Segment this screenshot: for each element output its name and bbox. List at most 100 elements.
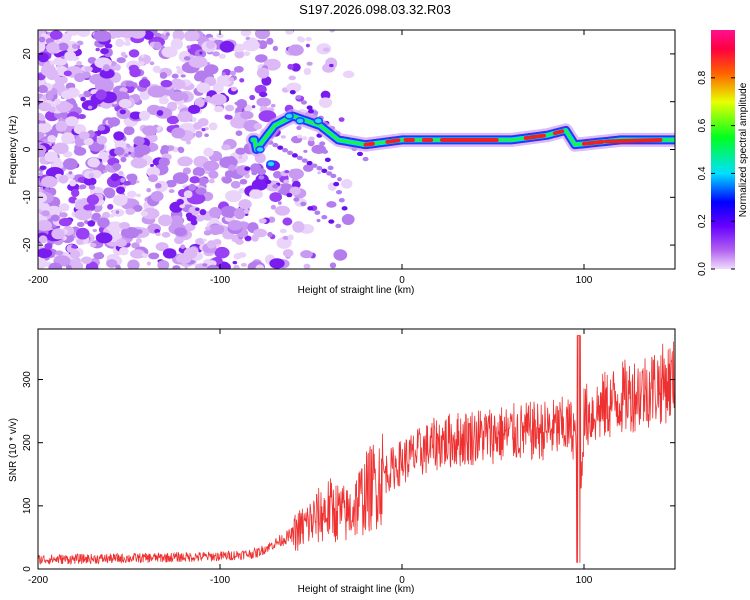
spectral-streak (296, 155, 303, 161)
spectral-blob (46, 205, 62, 216)
spectral-blob (128, 64, 139, 73)
spectral-blob (188, 183, 196, 191)
spectral-blob (47, 135, 57, 143)
ridge-knot (255, 145, 265, 154)
spectral-blob (182, 167, 191, 175)
spectral-streak (300, 201, 307, 207)
spectral-streak (314, 210, 321, 215)
spectral-blob (174, 236, 184, 245)
spectral-blob (238, 188, 245, 194)
spectral-blob (87, 157, 101, 168)
spectral-blob (302, 164, 314, 172)
spectral-blob (266, 37, 274, 45)
spectral-blob (172, 172, 189, 184)
spectral-blob (230, 70, 237, 76)
spectral-blob (71, 244, 78, 249)
spectrogram-xtick-label: 100 (576, 275, 593, 286)
snr-ytick-label: 0 (22, 566, 33, 572)
snr-xlabel: Height of straight line (km) (298, 584, 415, 595)
spectral-blob (194, 207, 200, 212)
spectral-blob (38, 131, 45, 139)
colorbar-tick-label: 0.8 (697, 70, 708, 84)
spectral-blob (194, 97, 205, 108)
colorbar-tick-label: 0.6 (697, 118, 708, 132)
spectral-blob (205, 96, 212, 101)
snr-xtick-label: 100 (576, 575, 593, 586)
spectral-blob (286, 82, 302, 93)
spectral-streak (330, 173, 337, 179)
spectral-blob (150, 163, 155, 168)
spectral-blob (307, 139, 315, 147)
ridge-peak (363, 141, 375, 147)
spectral-blob (80, 96, 86, 102)
spectral-blob (62, 133, 69, 140)
spectral-blob (38, 191, 48, 204)
spectral-blob (83, 137, 94, 146)
spectral-blob (64, 50, 76, 62)
spectral-blob (192, 166, 205, 177)
spectral-blob (218, 53, 226, 59)
spectral-blob (278, 201, 282, 205)
ridge-knot (295, 117, 305, 125)
spectral-blob (171, 127, 186, 139)
spectral-blob (212, 51, 220, 57)
spectral-blob (279, 228, 287, 234)
spectral-blob (255, 54, 268, 63)
spectral-blob (126, 122, 133, 127)
spectral-streak (282, 148, 289, 153)
spectral-blob (239, 78, 245, 83)
spectral-blob (199, 51, 203, 55)
ridge-peak (582, 139, 605, 146)
ridge-peak (603, 137, 663, 144)
spectral-blob (106, 221, 124, 233)
spectral-streak (287, 150, 293, 156)
snr-xtick-label: -200 (28, 575, 48, 586)
spectral-blob (77, 30, 91, 37)
spectral-blob (227, 219, 243, 231)
spectral-blob (93, 30, 112, 42)
spectral-blob (84, 66, 93, 72)
spectral-blob (232, 43, 246, 53)
spectral-blob (135, 238, 142, 244)
spectral-blob (280, 135, 286, 139)
spectral-blob (91, 212, 102, 221)
spectral-blob (221, 144, 231, 151)
spectral-blob (290, 168, 295, 173)
spectral-streak (336, 189, 342, 195)
spectral-blob (56, 65, 60, 69)
spectral-blob (183, 30, 200, 42)
spectral-blob (306, 61, 313, 66)
spectral-blob (300, 250, 313, 259)
spectral-blob (118, 98, 132, 109)
snr-frame (37, 328, 676, 570)
spectral-blob (120, 156, 127, 163)
spectral-blob (341, 178, 353, 189)
spectral-streak (333, 181, 340, 187)
spectral-blob (253, 123, 263, 130)
spectral-blob (38, 172, 44, 177)
spectrogram-xtick-label: -100 (210, 275, 230, 286)
spectral-blob (96, 135, 108, 145)
spectral-blob (131, 242, 140, 249)
spectral-blob (95, 232, 113, 244)
spectral-blob (195, 187, 207, 195)
spectral-blob (233, 66, 244, 73)
spectral-blob (109, 213, 115, 218)
spectral-blob (267, 231, 273, 238)
spectral-blob (103, 187, 114, 197)
spectral-blob (38, 235, 48, 244)
spectral-blob (92, 228, 97, 233)
spectral-blob (165, 32, 170, 37)
spectral-blob (168, 189, 175, 194)
spectral-blob (183, 190, 193, 199)
spectral-blob (120, 226, 140, 239)
spectral-blob (76, 239, 84, 245)
spectral-blob (204, 133, 209, 138)
spectral-blob (338, 117, 345, 122)
spectral-blob (187, 104, 201, 115)
spectral-blob (195, 238, 205, 245)
spectral-blob (74, 208, 93, 221)
spectral-blob (83, 176, 97, 186)
spectral-blob (63, 70, 72, 77)
spectral-blob (276, 237, 292, 249)
